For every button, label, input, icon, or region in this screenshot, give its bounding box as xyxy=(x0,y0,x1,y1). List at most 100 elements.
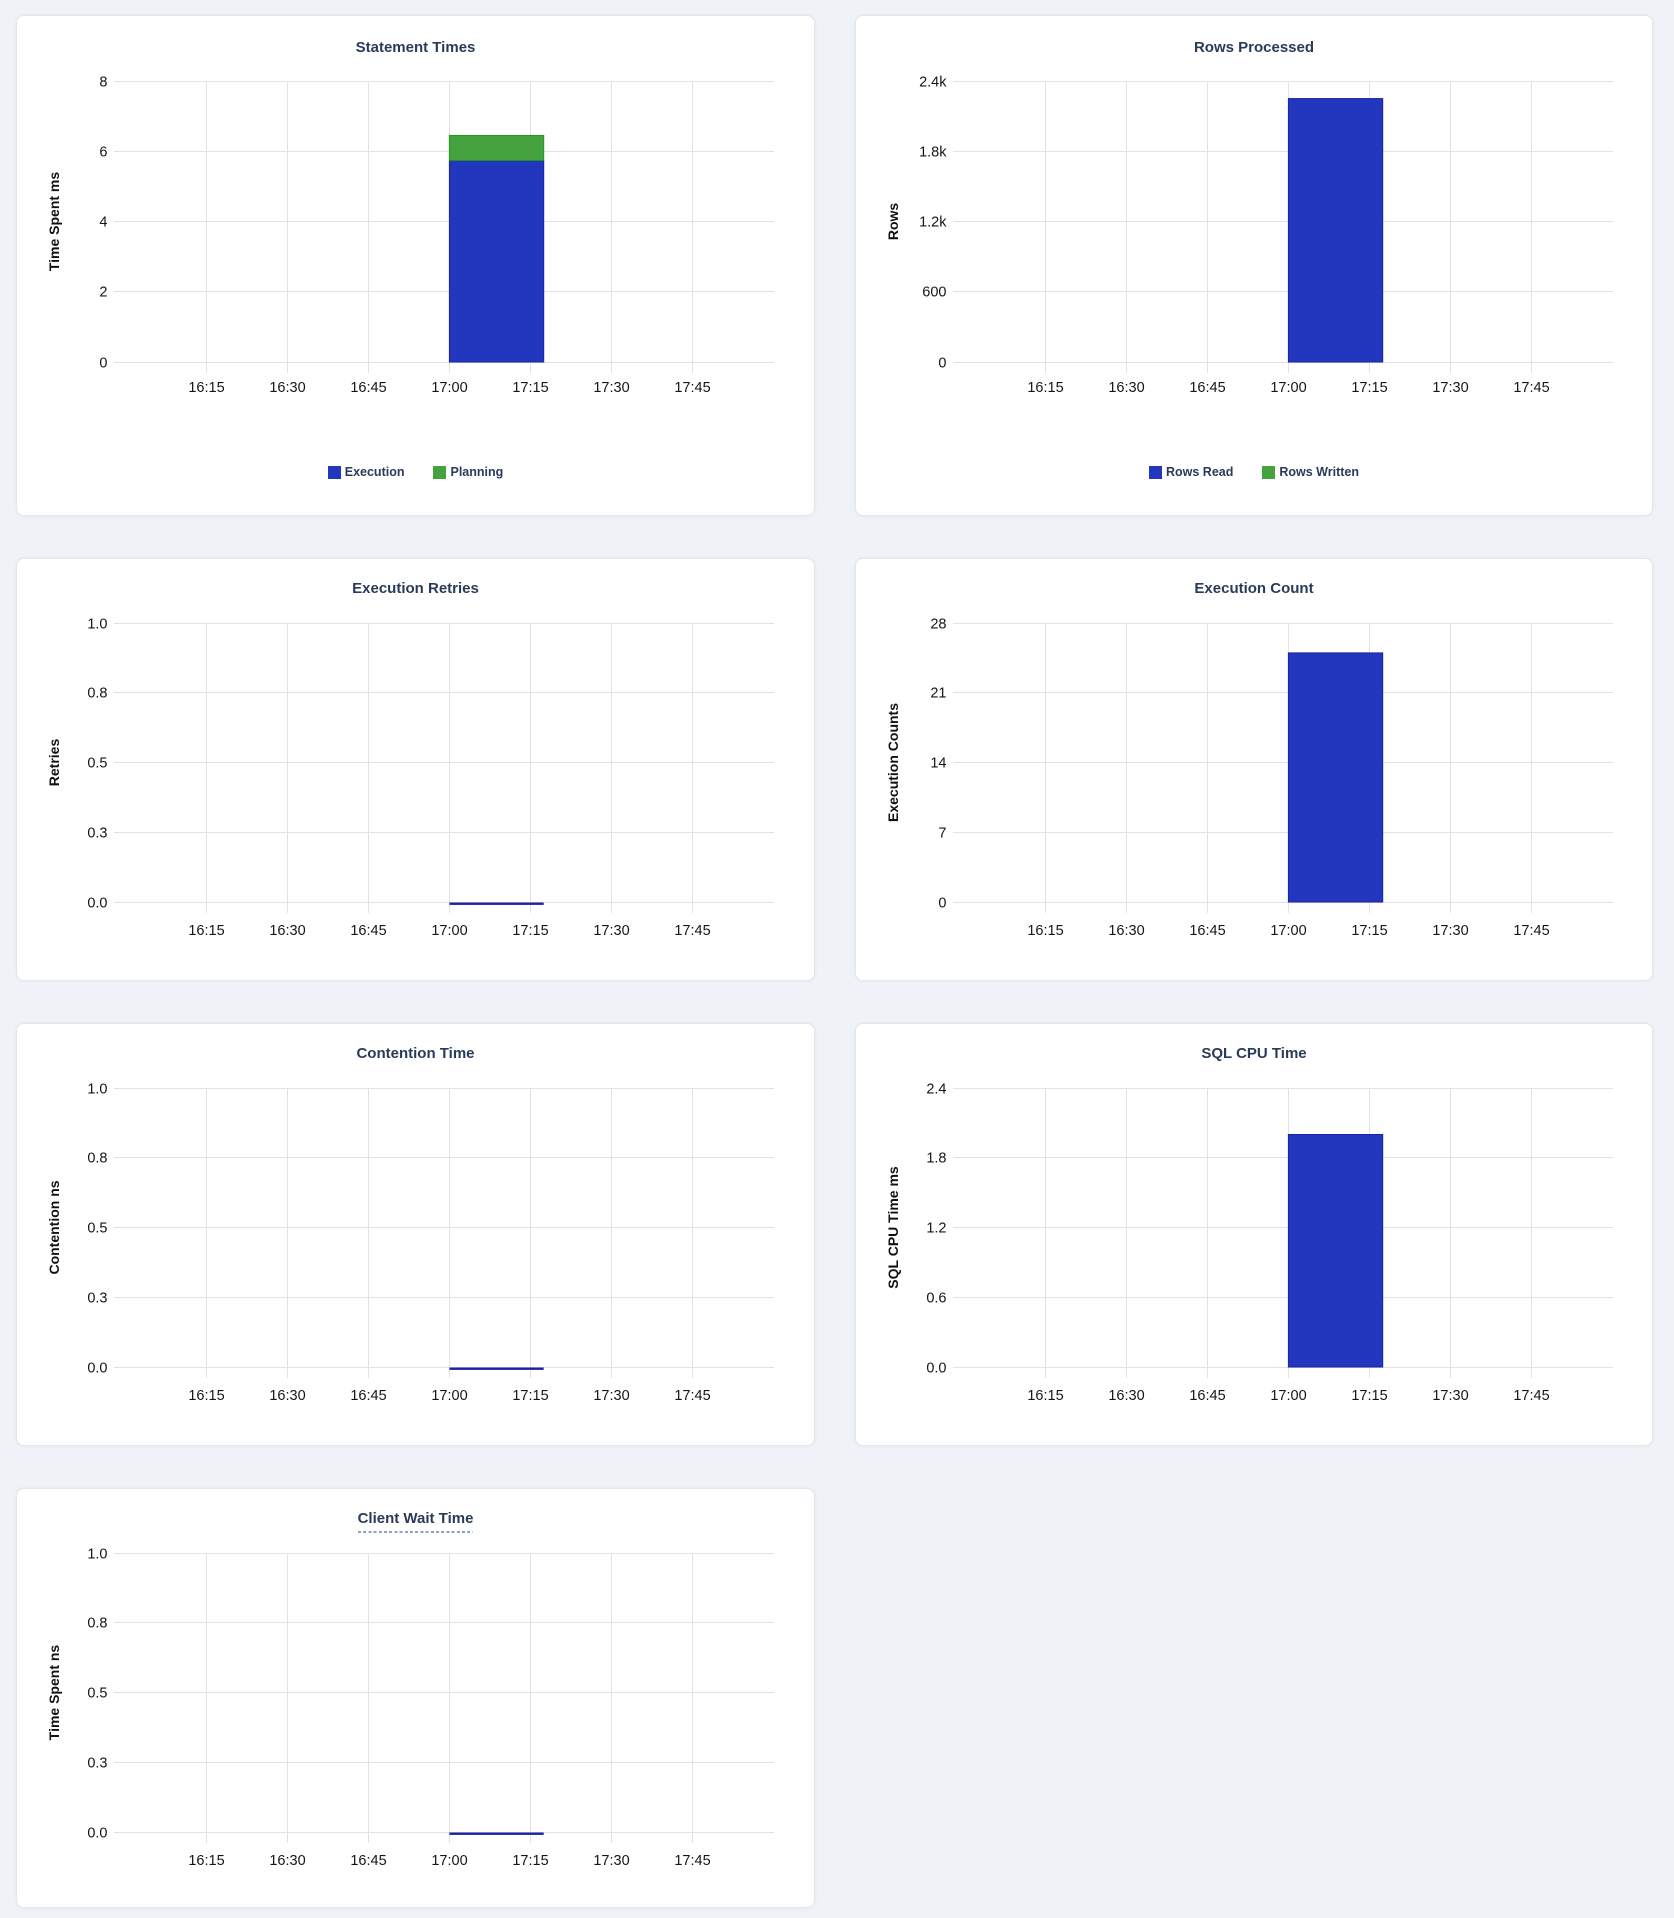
x-tick-label: 17:45 xyxy=(1513,923,1549,939)
chart-legend-rows-processed: Rows Read Rows Written xyxy=(856,465,1652,479)
y-axis-label: Time Spent ns xyxy=(46,1645,62,1741)
y-axis-label: Rows xyxy=(885,203,901,241)
x-tick-label: 17:00 xyxy=(1270,1388,1306,1404)
x-tick-label: 16:15 xyxy=(1027,923,1063,939)
legend-item-rows-read[interactable]: Rows Read xyxy=(1148,465,1234,479)
legend-swatch-rows-read-icon xyxy=(1148,465,1162,479)
x-tick-label: 16:30 xyxy=(269,923,305,939)
y-tick-label: 0.3 xyxy=(87,825,107,841)
y-tick-label: 2.4 xyxy=(926,1081,946,1097)
x-tick-label: 17:30 xyxy=(1432,380,1468,396)
chart-card-execution-retries: Execution Retries 1.0 0.8 0.5 0.3 0.0 16:15 16… xyxy=(16,558,815,981)
chart-title-client-wait-time: Client Wait Time xyxy=(17,1511,814,1533)
x-tick-label: 16:30 xyxy=(1108,380,1144,396)
x-tick-label: 17:15 xyxy=(1351,380,1387,396)
x-tick-label: 16:30 xyxy=(269,380,305,396)
chart-plot-sql-cpu-time: 2.4 1.8 1.2 0.6 0.0 16:15 16:30 16:45 17:00 17:15… xyxy=(885,1081,1613,1404)
y-tick-label: 1.0 xyxy=(87,1081,107,1097)
y-tick-label: 0 xyxy=(938,355,946,371)
y-tick-label: 0.5 xyxy=(87,755,107,771)
x-tick-label: 17:00 xyxy=(431,380,467,396)
x-tick-label: 16:45 xyxy=(350,923,386,939)
chart-title-rows-processed: Rows Processed xyxy=(856,40,1652,55)
x-tick-label: 16:45 xyxy=(1189,1388,1225,1404)
x-tick-label: 16:30 xyxy=(1108,1388,1144,1404)
legend-label-rows-read: Rows Read xyxy=(1165,465,1234,479)
x-tick-label: 17:15 xyxy=(512,380,548,396)
legend-item-rows-written[interactable]: Rows Written xyxy=(1262,465,1359,479)
chart-title-text-tooltip-anchor[interactable]: Client Wait Time xyxy=(357,1511,474,1533)
y-tick-label: 1.8k xyxy=(919,144,947,160)
x-tick-label: 16:30 xyxy=(269,1388,305,1404)
y-tick-label: 0.0 xyxy=(87,1825,107,1841)
zero-value-bar[interactable] xyxy=(449,1832,544,1835)
x-tick-label: 16:45 xyxy=(1189,923,1225,939)
x-tick-label: 17:30 xyxy=(593,1388,629,1404)
y-tick-label: 0.8 xyxy=(87,1615,107,1631)
y-tick-label: 0.0 xyxy=(926,1360,946,1376)
y-tick-label: 0.0 xyxy=(87,895,107,911)
x-tick-label: 17:15 xyxy=(1351,923,1387,939)
bar-planning[interactable] xyxy=(448,134,545,161)
y-tick-label: 14 xyxy=(930,755,946,771)
x-tick-label: 17:45 xyxy=(674,923,710,939)
chart-card-statement-times: Statement Times 8 6 4 2 0 16:15 16:30 16:45 17:0… xyxy=(16,15,815,516)
x-tick-label: 17:45 xyxy=(1513,1388,1549,1404)
chart-card-sql-cpu-time: SQL CPU Time 2.4 1.8 1.2 0.6 0.0 16:15 16:30 16… xyxy=(855,1023,1653,1446)
y-axis-label: Execution Counts xyxy=(885,703,901,822)
y-tick-label: 7 xyxy=(938,825,946,841)
bar-sql-cpu-time[interactable] xyxy=(1287,1134,1384,1368)
chart-plot-client-wait-time: 1.0 0.8 0.5 0.3 0.0 16:15 16:30 16:45 17:00 17:15… xyxy=(46,1546,774,1869)
x-tick-label: 17:00 xyxy=(431,1853,467,1869)
y-tick-label: 0.8 xyxy=(87,1150,107,1166)
x-tick-label: 17:15 xyxy=(512,923,548,939)
legend-item-execution[interactable]: Execution xyxy=(327,465,404,479)
y-tick-label: 0 xyxy=(99,355,107,371)
legend-label-planning: Planning xyxy=(450,465,504,479)
chart-card-contention-time: Contention Time 1.0 0.8 0.5 0.3 0.0 16:15 16:3… xyxy=(16,1023,815,1446)
bar-execution-count[interactable] xyxy=(1287,652,1384,903)
chart-title-text: Rows Processed xyxy=(1193,39,1315,56)
chart-card-client-wait-time: Client Wait Time 1.0 0.8 0.5 0.3 0.0 16:15 16:… xyxy=(16,1488,815,1908)
y-tick-label: 600 xyxy=(922,284,946,300)
y-tick-label: 0.6 xyxy=(926,1290,946,1306)
chart-title-text: Contention Time xyxy=(356,1045,475,1062)
x-tick-label: 17:15 xyxy=(1351,1388,1387,1404)
zero-value-bar[interactable] xyxy=(449,1367,544,1370)
x-tick-label: 17:15 xyxy=(512,1853,548,1869)
bar-execution[interactable] xyxy=(448,159,545,363)
y-tick-label: 0.5 xyxy=(87,1220,107,1236)
bar-rows-read[interactable] xyxy=(1287,98,1384,363)
chart-plot-rows-processed: 2.4k 1.8k 1.2k 600 0 16:15 16:30 16:45 17:00 17:1… xyxy=(885,74,1613,396)
x-tick-label: 16:45 xyxy=(350,380,386,396)
chart-plot-contention-time: 1.0 0.8 0.5 0.3 0.0 16:15 16:30 16:45 17:00 17:15… xyxy=(46,1081,774,1404)
chart-title-contention-time: Contention Time xyxy=(17,1046,814,1061)
x-tick-label: 16:15 xyxy=(188,1853,224,1869)
x-tick-label: 16:30 xyxy=(269,1853,305,1869)
y-axis-label: Contention ns xyxy=(46,1180,62,1274)
y-tick-label: 1.2k xyxy=(919,214,947,230)
x-tick-label: 17:00 xyxy=(1270,923,1306,939)
y-tick-label: 1.0 xyxy=(87,1546,107,1562)
x-tick-label: 17:30 xyxy=(593,1853,629,1869)
y-tick-label: 0 xyxy=(938,895,946,911)
y-axis-label: Time Spent ms xyxy=(46,172,62,272)
chart-title-sql-cpu-time: SQL CPU Time xyxy=(856,1046,1652,1061)
legend-item-planning[interactable]: Planning xyxy=(433,465,503,479)
x-tick-label: 16:15 xyxy=(1027,380,1063,396)
zero-value-bar[interactable] xyxy=(449,902,544,905)
chart-title-statement-times: Statement Times xyxy=(17,40,814,55)
y-tick-label: 4 xyxy=(99,214,107,230)
y-tick-label: 0.0 xyxy=(87,1360,107,1376)
chart-title-execution-retries: Execution Retries xyxy=(17,581,814,596)
chart-title-text: Execution Retries xyxy=(352,580,479,597)
y-tick-label: 2 xyxy=(99,284,107,300)
y-tick-label: 1.8 xyxy=(926,1150,946,1166)
legend-swatch-planning-icon xyxy=(433,465,447,479)
y-tick-label: 8 xyxy=(99,74,107,90)
x-tick-label: 16:15 xyxy=(188,923,224,939)
x-tick-label: 16:30 xyxy=(1108,923,1144,939)
x-tick-label: 16:45 xyxy=(1189,380,1225,396)
y-tick-label: 28 xyxy=(930,616,946,632)
